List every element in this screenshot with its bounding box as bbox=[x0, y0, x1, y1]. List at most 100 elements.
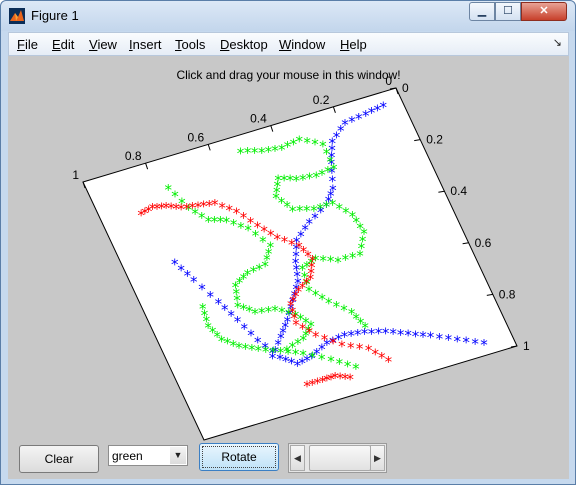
data-point: * bbox=[337, 122, 345, 140]
y-tick-label: 0.8 bbox=[499, 287, 516, 301]
close-button[interactable]: ✕ bbox=[521, 2, 567, 21]
data-point: * bbox=[333, 298, 341, 316]
data-point: * bbox=[368, 104, 376, 122]
data-point: * bbox=[277, 344, 285, 362]
data-point: * bbox=[303, 275, 311, 293]
series-group: ****************************************… bbox=[171, 99, 488, 375]
menu-help[interactable]: Help bbox=[340, 37, 367, 52]
data-point: * bbox=[321, 331, 329, 349]
menu-edit[interactable]: Edit bbox=[52, 37, 75, 52]
data-point: * bbox=[281, 318, 289, 336]
data-point: * bbox=[234, 298, 242, 316]
data-point: * bbox=[289, 294, 297, 312]
menu-tools[interactable]: Tools bbox=[175, 37, 206, 52]
rotation-slider[interactable]: ◀ ▶ bbox=[288, 443, 387, 473]
data-point: * bbox=[255, 342, 263, 360]
data-point: * bbox=[291, 310, 299, 328]
menu-file[interactable]: File bbox=[17, 37, 38, 52]
data-point: * bbox=[223, 213, 231, 231]
menu-desktop[interactable]: Desktop bbox=[220, 37, 268, 52]
x-tick-label: 0.6 bbox=[188, 130, 205, 144]
data-point: * bbox=[412, 327, 420, 345]
data-point: * bbox=[185, 201, 193, 219]
data-point: * bbox=[323, 145, 331, 163]
data-point: * bbox=[172, 200, 180, 218]
x-tick bbox=[395, 87, 399, 95]
data-point: * bbox=[318, 291, 326, 309]
data-point: * bbox=[184, 267, 192, 285]
data-point: * bbox=[205, 197, 213, 215]
data-point: * bbox=[323, 198, 331, 216]
data-point: * bbox=[258, 304, 266, 322]
data-point: * bbox=[359, 232, 367, 250]
data-point: * bbox=[213, 328, 221, 346]
data-point: * bbox=[323, 198, 331, 216]
data-point: * bbox=[292, 346, 300, 364]
scatter-axes[interactable]: 10.80.60.40.20 00.20.40.60.81************… bbox=[8, 56, 569, 479]
data-point: * bbox=[237, 144, 245, 162]
data-point: * bbox=[285, 306, 293, 324]
data-point: * bbox=[330, 161, 338, 179]
data-point: * bbox=[290, 292, 298, 310]
data-point: * bbox=[361, 319, 369, 337]
data-point: * bbox=[299, 261, 307, 279]
data-point: * bbox=[356, 340, 364, 358]
menu-window[interactable]: Window bbox=[279, 37, 326, 52]
data-point: * bbox=[323, 372, 331, 390]
slider-right-arrow-icon[interactable]: ▶ bbox=[370, 445, 385, 471]
data-point: * bbox=[215, 295, 223, 313]
menu-insert[interactable]: Insert bbox=[129, 37, 162, 52]
y-tick bbox=[438, 190, 445, 193]
slider-thumb[interactable] bbox=[309, 445, 371, 471]
y-tick bbox=[510, 345, 518, 348]
data-point: * bbox=[360, 225, 368, 243]
data-point: * bbox=[355, 110, 363, 128]
color-select[interactable]: green ▼ bbox=[108, 445, 188, 466]
title-bar[interactable]: Figure 1 ▁ ☐ ✕ bbox=[1, 1, 575, 31]
maximize-button[interactable]: ☐ bbox=[495, 2, 521, 21]
data-point: * bbox=[352, 360, 360, 378]
data-point: * bbox=[221, 301, 229, 319]
minimize-button[interactable]: ▁ bbox=[469, 2, 495, 21]
clear-button[interactable]: Clear bbox=[19, 445, 99, 473]
data-point: * bbox=[283, 342, 291, 360]
data-point: * bbox=[292, 281, 300, 299]
data-point: * bbox=[303, 202, 311, 220]
data-point: * bbox=[297, 227, 305, 245]
data-point: * bbox=[310, 202, 318, 220]
data-point: * bbox=[234, 313, 242, 331]
data-point: * bbox=[329, 173, 337, 191]
data-point: * bbox=[250, 263, 258, 281]
data-point: * bbox=[325, 192, 333, 210]
data-point: * bbox=[261, 258, 269, 276]
data-point: * bbox=[277, 329, 285, 347]
data-point: * bbox=[251, 305, 259, 323]
menu-view[interactable]: View bbox=[89, 37, 117, 52]
data-point: * bbox=[263, 251, 271, 269]
data-point: * bbox=[325, 294, 333, 312]
data-point: * bbox=[335, 331, 343, 349]
dock-arrow-icon[interactable]: ↘ bbox=[552, 37, 562, 49]
data-point: * bbox=[278, 304, 286, 322]
data-point: * bbox=[480, 336, 488, 354]
data-point: * bbox=[211, 196, 219, 214]
rotate-button[interactable]: Rotate bbox=[199, 443, 279, 471]
data-point: * bbox=[326, 153, 334, 171]
data-point: * bbox=[255, 260, 263, 278]
data-point: * bbox=[274, 171, 282, 189]
data-point: * bbox=[302, 327, 310, 345]
data-point: * bbox=[340, 302, 348, 320]
data-point: * bbox=[274, 336, 282, 354]
slider-left-arrow-icon[interactable]: ◀ bbox=[290, 445, 305, 471]
dropdown-arrow-icon[interactable]: ▼ bbox=[170, 447, 186, 464]
data-point: * bbox=[328, 148, 336, 166]
data-point: * bbox=[371, 345, 379, 363]
data-point: * bbox=[298, 354, 306, 372]
data-point: * bbox=[327, 353, 335, 371]
data-point: * bbox=[361, 325, 369, 343]
figure-canvas[interactable]: Click and drag your mouse in this window… bbox=[8, 56, 569, 479]
data-point: * bbox=[162, 199, 170, 217]
data-point: * bbox=[183, 200, 191, 218]
data-point: * bbox=[311, 136, 319, 154]
data-point: * bbox=[308, 258, 316, 276]
